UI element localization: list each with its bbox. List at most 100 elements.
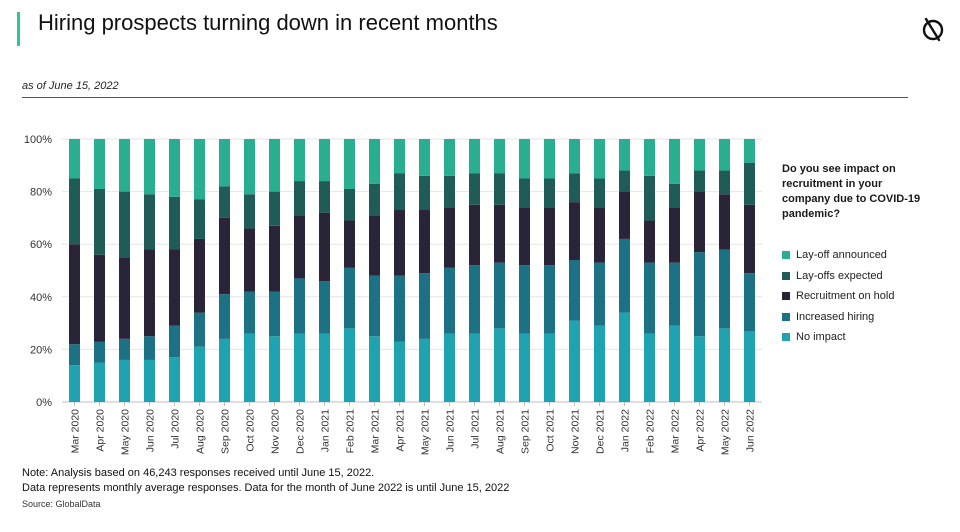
footnote-line-2: Data represents monthly average response… xyxy=(22,482,510,494)
bar-segment-lay-offs-expected xyxy=(569,173,580,203)
x-tick-label: Aug 2020 xyxy=(195,409,207,454)
bar-segment-recruitment-on-hold xyxy=(619,191,630,239)
bar-segment-lay-off-announced xyxy=(219,139,230,187)
bar-segment-lay-offs-expected xyxy=(494,173,505,205)
legend-item: Recruitment on hold xyxy=(782,286,894,307)
footnote: Note: Analysis based on 46,243 responses… xyxy=(22,466,509,496)
bar-segment-lay-offs-expected xyxy=(144,194,155,250)
bar-segment-recruitment-on-hold xyxy=(444,207,455,268)
bar-segment-recruitment-on-hold xyxy=(394,210,405,276)
bar-segment-lay-offs-expected xyxy=(694,170,705,192)
bar-segment-lay-off-announced xyxy=(94,139,105,189)
x-tick-label: Jan 2022 xyxy=(620,409,632,452)
legend-item: Increased hiring xyxy=(782,307,894,328)
bar-segment-increased-hiring xyxy=(219,294,230,339)
legend-item: Lay-offs expected xyxy=(782,266,894,287)
bar-segment-no-impact xyxy=(94,362,105,402)
bar-segment-no-impact xyxy=(194,346,205,402)
bar-segment-no-impact xyxy=(669,325,680,402)
bar-segment-no-impact xyxy=(269,336,280,402)
bar-segment-recruitment-on-hold xyxy=(744,204,755,274)
bar-segment-lay-off-announced xyxy=(319,139,330,182)
bar-segment-increased-hiring xyxy=(644,262,655,334)
bar-segment-increased-hiring xyxy=(169,325,180,358)
bar-segment-no-impact xyxy=(319,333,330,402)
title-accent-bar xyxy=(17,12,20,46)
as-of-date: as of June 15, 2022 xyxy=(22,80,119,92)
bar-segment-lay-off-announced xyxy=(619,139,630,171)
bar-segment-increased-hiring xyxy=(569,259,580,321)
bar-segment-lay-off-announced xyxy=(669,139,680,184)
bar-segment-recruitment-on-hold xyxy=(169,249,180,326)
bar-segment-lay-offs-expected xyxy=(394,173,405,211)
bar-segment-increased-hiring xyxy=(194,312,205,347)
bar-segment-lay-offs-expected xyxy=(344,188,355,221)
bar-segment-recruitment-on-hold xyxy=(69,244,80,345)
legend-label: Lay-off announced xyxy=(796,249,887,262)
bar-segment-lay-off-announced xyxy=(169,139,180,197)
bar-segment-lay-off-announced xyxy=(144,139,155,195)
bar-segment-recruitment-on-hold xyxy=(269,225,280,292)
bar-segment-no-impact xyxy=(594,325,605,402)
bar-segment-increased-hiring xyxy=(519,265,530,334)
bar-segment-lay-off-announced xyxy=(594,139,605,179)
bar-segment-lay-offs-expected xyxy=(94,188,105,255)
bar-segment-no-impact xyxy=(744,330,755,402)
bar-segment-recruitment-on-hold xyxy=(244,228,255,292)
bar-segment-increased-hiring xyxy=(294,278,305,334)
x-tick-label: Jun 2022 xyxy=(745,409,757,452)
y-tick-label: 40% xyxy=(30,292,52,304)
bar-segment-lay-off-announced xyxy=(119,139,130,192)
bar-segment-lay-off-announced xyxy=(644,139,655,176)
bar-segment-lay-off-announced xyxy=(394,139,405,174)
source-note: Source: GlobalData xyxy=(22,499,101,509)
bar-segment-increased-hiring xyxy=(469,265,480,334)
x-tick-label: May 2021 xyxy=(420,409,432,455)
bar-segment-lay-offs-expected xyxy=(469,173,480,205)
bar-segment-lay-offs-expected xyxy=(244,194,255,229)
x-tick-label: Jul 2020 xyxy=(170,409,182,449)
bar-segment-lay-off-announced xyxy=(744,139,755,163)
x-tick-label: Apr 2021 xyxy=(395,409,407,452)
y-tick-label: 0% xyxy=(36,397,52,409)
y-tick-label: 60% xyxy=(30,239,52,251)
bar-segment-lay-offs-expected xyxy=(194,199,205,239)
bar-segment-lay-offs-expected xyxy=(219,186,230,218)
bar-segment-increased-hiring xyxy=(544,265,555,334)
bar-segment-lay-offs-expected xyxy=(319,181,330,213)
bar-segment-no-impact xyxy=(344,328,355,402)
bar-segment-lay-offs-expected xyxy=(444,175,455,208)
x-tick-label: Aug 2021 xyxy=(495,409,507,454)
x-tick-label: Mar 2020 xyxy=(70,409,82,454)
bar-segment-lay-off-announced xyxy=(419,139,430,176)
bar-segment-lay-off-announced xyxy=(519,139,530,179)
bar-segment-increased-hiring xyxy=(394,275,405,342)
bar-segment-lay-offs-expected xyxy=(744,162,755,205)
x-tick-label: May 2020 xyxy=(120,409,132,455)
bar-segment-no-impact xyxy=(69,365,80,402)
bar-segment-no-impact xyxy=(394,341,405,402)
bar-segment-no-impact xyxy=(569,320,580,402)
legend-swatch xyxy=(782,333,790,342)
bar-segment-lay-offs-expected xyxy=(544,178,555,208)
bar-segment-increased-hiring xyxy=(94,341,105,363)
bar-segment-recruitment-on-hold xyxy=(219,217,230,295)
bar-segment-increased-hiring xyxy=(119,338,130,360)
globaldata-logo-icon xyxy=(922,17,944,42)
bar-segment-lay-off-announced xyxy=(694,139,705,171)
bar-segment-increased-hiring xyxy=(244,291,255,334)
bar-segment-increased-hiring xyxy=(594,262,605,326)
bar-segment-no-impact xyxy=(119,359,130,402)
bar-segment-lay-off-announced xyxy=(69,139,80,179)
legend-label: No impact xyxy=(796,331,846,344)
legend-item: Lay-off announced xyxy=(782,245,894,266)
bar-segment-lay-offs-expected xyxy=(669,183,680,208)
bar-segment-no-impact xyxy=(369,336,380,402)
bar-segment-lay-offs-expected xyxy=(419,175,430,211)
bar-segment-increased-hiring xyxy=(444,267,455,334)
legend-swatch xyxy=(782,271,790,280)
bar-segment-increased-hiring xyxy=(744,273,755,331)
bar-segment-lay-offs-expected xyxy=(594,178,605,208)
x-tick-label: Nov 2020 xyxy=(270,409,282,454)
